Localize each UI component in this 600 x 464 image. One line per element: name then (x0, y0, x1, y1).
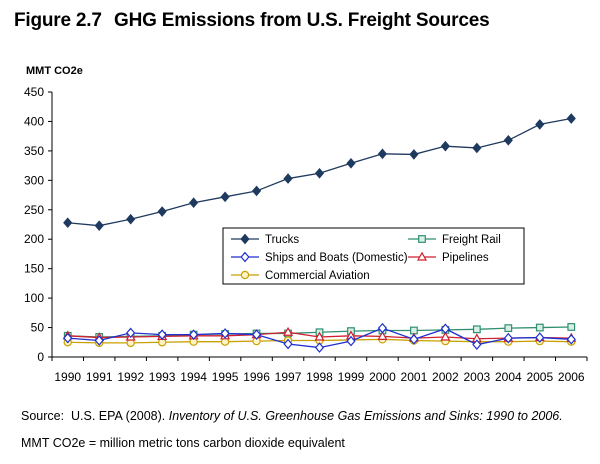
data-point-ships-and-boats-domestic (157, 329, 167, 340)
legend-box (222, 227, 525, 285)
data-point-ships-and-boats-domestic (63, 332, 73, 344)
data-point-ships-and-boats-domestic (220, 328, 230, 339)
x-tick-label: 1999 (338, 370, 365, 384)
legend-item-commercial-aviation: Commercial Aviation (231, 270, 370, 282)
x-tick-label: 1993 (149, 370, 176, 384)
y-tick-label: 250 (24, 203, 44, 217)
x-tick-label: 1996 (243, 370, 270, 384)
data-point-ships-and-boats-domestic (251, 329, 262, 340)
data-point-ships-and-boats-domestic (535, 332, 545, 343)
figure-title-text: GHG Emissions from U.S. Freight Sources (114, 10, 490, 31)
data-point-trucks (94, 220, 104, 231)
data-point-freight-rail (535, 323, 544, 332)
data-point-trucks (283, 173, 293, 184)
y-tick-label: 450 (24, 85, 44, 99)
x-tick-label: 2003 (464, 370, 491, 384)
data-point-pipelines (377, 330, 388, 340)
legend-marker (418, 235, 426, 243)
data-point-ships-and-boats-domestic (377, 322, 388, 334)
y-axis-label: MMT CO2e (26, 65, 83, 77)
data-point-freight-rail (567, 323, 576, 331)
data-point-freight-rail (504, 324, 513, 333)
x-tick-label: 1998 (306, 370, 333, 384)
y-tick-label: 300 (24, 173, 44, 187)
legend-label: Pipelines (442, 252, 489, 264)
source-note: Source: U.S. EPA (2008). Inventory of U.S… (21, 409, 563, 423)
data-point-ships-and-boats-domestic (314, 342, 325, 353)
legend-marker (416, 251, 428, 261)
data-point-trucks (220, 191, 230, 203)
data-point-trucks (346, 157, 356, 169)
data-point-ships-and-boats-domestic (503, 332, 513, 344)
x-tick-label: 1995 (212, 370, 239, 384)
y-tick-label: 350 (24, 144, 44, 158)
data-point-trucks (472, 142, 482, 154)
x-tick-label: 2006 (558, 370, 585, 384)
data-point-ships-and-boats-domestic (189, 329, 199, 340)
data-point-ships-and-boats-domestic (94, 335, 104, 346)
data-point-ships-and-boats-domestic (126, 327, 136, 339)
source-author: U.S. EPA (2008). (71, 409, 166, 423)
data-point-pipelines (314, 331, 325, 341)
legend-label: Trucks (265, 234, 299, 246)
chart-legend: Trucks Freight Rail Ships and Boats (Domes… (222, 227, 525, 285)
figure-title: Figure 2.7 GHG Emissions from U.S. Freigh… (14, 10, 490, 32)
data-point-pipelines (440, 331, 451, 341)
data-point-ships-and-boats-domestic (472, 339, 482, 350)
data-point-trucks (189, 197, 199, 209)
figure-number: Figure 2.7 (14, 10, 102, 31)
data-point-ships-and-boats-domestic (440, 323, 450, 335)
x-tick-label: 1997 (275, 370, 302, 384)
y-tick-label: 200 (24, 232, 44, 246)
data-point-trucks (535, 119, 545, 130)
series-ships-and-boats-domestic (63, 322, 576, 353)
data-point-trucks (63, 217, 73, 229)
x-tick-label: 1994 (180, 370, 207, 384)
data-point-ships-and-boats-domestic (566, 334, 576, 345)
source-title: Inventory of U.S. Greenhouse Gas Emissio… (168, 409, 563, 423)
data-point-trucks (440, 140, 450, 152)
legend-item-ships-and-boats-domestic: Ships and Boats (Domestic) (231, 251, 408, 264)
data-point-trucks (157, 206, 167, 217)
data-point-trucks (566, 113, 576, 124)
unit-note: MMT CO2e = million metric tons carbon di… (21, 436, 345, 450)
data-point-pipelines (283, 326, 294, 336)
data-point-trucks (251, 185, 262, 197)
data-point-trucks (503, 134, 513, 146)
source-label: Source: (21, 409, 65, 423)
y-tick-label: 0 (37, 350, 44, 364)
data-point-ships-and-boats-domestic (346, 335, 356, 347)
legend-item-trucks: Trucks (231, 233, 299, 246)
y-tick-label: 100 (24, 291, 44, 305)
x-tick-label: 1992 (117, 370, 144, 384)
x-tick-label: 2001 (401, 370, 428, 384)
legend-marker (240, 270, 250, 280)
y-tick-label: 50 (31, 321, 45, 335)
data-point-trucks (377, 148, 388, 160)
legend-label: Commercial Aviation (265, 270, 370, 282)
y-tick-label: 400 (24, 114, 44, 128)
data-point-ships-and-boats-domestic (283, 338, 293, 350)
y-tick-label: 150 (24, 262, 44, 276)
legend-marker (240, 233, 250, 245)
x-tick-label: 2002 (432, 370, 459, 384)
data-point-trucks (314, 167, 325, 179)
data-point-trucks (409, 149, 419, 160)
data-point-trucks (126, 213, 136, 225)
legend-label: Ships and Boats (Domestic) (265, 252, 408, 264)
ghg-line-chart: MMT CO2e 0 50 100 150 200 250 300 350 400 450 1990… (24, 65, 588, 384)
legend-item-freight-rail: Freight Rail (408, 234, 501, 246)
legend-marker (240, 251, 250, 263)
x-tick-label: 2000 (369, 370, 396, 384)
x-tick-label: 1990 (54, 370, 81, 384)
legend-item-pipelines: Pipelines (408, 251, 489, 264)
x-tick-label: 1991 (86, 370, 113, 384)
data-point-freight-rail (472, 325, 481, 334)
data-point-ships-and-boats-domestic (409, 334, 419, 345)
legend-label: Freight Rail (442, 234, 501, 246)
x-tick-label: 2005 (526, 370, 553, 384)
x-tick-label: 2004 (495, 370, 522, 384)
series-trucks (63, 113, 576, 231)
